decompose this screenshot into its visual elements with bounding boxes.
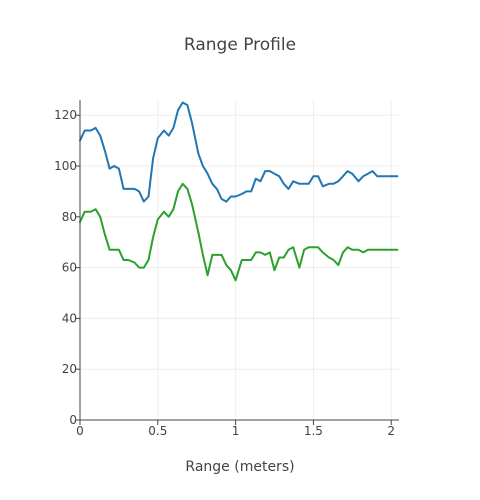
y-tick-label: 60 [62, 261, 77, 275]
x-tick-label: 2 [387, 424, 395, 438]
x-tick-label: 1.5 [304, 424, 323, 438]
chart-title: Range Profile [184, 35, 296, 55]
x-tick-label: 0.5 [148, 424, 167, 438]
y-tick-label: 120 [54, 108, 77, 122]
series-line-1 [79, 101, 399, 203]
x-axis-title: Range (meters) [185, 459, 294, 475]
y-tick-label: 0 [69, 413, 77, 427]
y-tick-label: 40 [62, 311, 77, 325]
axes: 0 20 40 60 80 100 120 0 0.5 1 1.5 2 [54, 100, 399, 438]
y-tick-label: 20 [62, 362, 77, 376]
gridlines [80, 100, 399, 420]
series-layer [79, 101, 399, 282]
series-line-2 [79, 182, 399, 282]
x-tick-label: 1 [232, 424, 240, 438]
y-tick-label: 100 [54, 159, 77, 173]
x-tick-label: 0 [76, 424, 84, 438]
y-tick-label: 80 [62, 210, 77, 224]
